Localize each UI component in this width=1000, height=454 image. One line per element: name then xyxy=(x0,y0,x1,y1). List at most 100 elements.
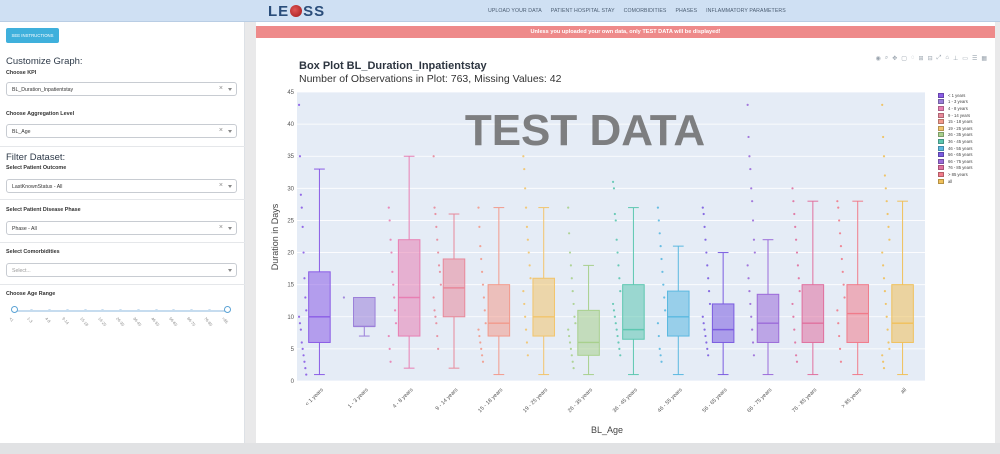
chevron-down-icon[interactable] xyxy=(228,88,232,91)
patient-outcome-label: Select Patient Outcome xyxy=(6,165,67,171)
legend-item[interactable]: 15 - 18 years xyxy=(938,118,972,125)
clear-icon[interactable]: × xyxy=(218,127,223,134)
main-panel: Unless you uploaded your own data, only … xyxy=(256,22,995,443)
aggregation-label: Choose Aggregation Level xyxy=(6,111,75,117)
nav-upload-data[interactable]: UPLOAD YOUR DATA xyxy=(488,8,542,14)
chart-legend: < 1 years 1 - 3 years 4 - 8 years 9 - 14 ye… xyxy=(938,92,972,184)
age-slider-tick[interactable] xyxy=(154,309,158,312)
legend-swatch xyxy=(938,178,944,184)
legend-label: 4 - 8 years xyxy=(948,105,968,111)
legend-item[interactable]: 46 - 55 years xyxy=(938,145,972,152)
legend-label: 1 - 3 years xyxy=(948,99,968,105)
pan-icon[interactable]: ✥ xyxy=(892,56,898,62)
clear-icon[interactable]: × xyxy=(218,85,223,92)
disease-phase-select[interactable]: Phase - All × xyxy=(6,221,237,235)
divider xyxy=(0,199,245,200)
aggregation-select[interactable]: BL_Age × xyxy=(6,124,237,138)
chart-subtitle: Number of Observations in Plot: 763, Mis… xyxy=(299,73,562,85)
filter-dataset-title: Filter Dataset: xyxy=(6,152,66,163)
legend-label: 26 - 35 years xyxy=(948,132,973,138)
age-slider-tick[interactable] xyxy=(172,309,176,312)
kpi-label: Choose KPI xyxy=(6,70,37,76)
age-slider-tick[interactable] xyxy=(207,309,211,312)
legend-swatch xyxy=(938,105,944,111)
age-slider-tick[interactable] xyxy=(83,309,87,312)
legend-swatch xyxy=(938,152,944,158)
nav-comorbidities[interactable]: COMORBIDITIES xyxy=(623,8,667,14)
box-select-icon[interactable]: ▢ xyxy=(901,56,907,62)
age-slider-tick[interactable] xyxy=(190,309,193,312)
chevron-down-icon[interactable] xyxy=(228,185,232,188)
legend-swatch xyxy=(938,119,944,125)
lasso-icon[interactable]: ◌ xyxy=(910,55,915,61)
see-instructions-button[interactable]: SEE INSTRUCTIONS xyxy=(6,28,59,43)
kpi-select[interactable]: BL_Duration_Inpatientstay × xyxy=(6,82,237,96)
hover-closest-icon[interactable]: ▭ xyxy=(962,56,968,62)
legend-item[interactable]: 76 - 85 years xyxy=(938,165,972,172)
legend-item[interactable]: 9 - 14 years xyxy=(938,112,972,119)
age-range-handle-max[interactable] xyxy=(224,306,231,313)
legend-swatch xyxy=(938,171,944,177)
age-range-handle-min[interactable] xyxy=(11,306,18,313)
legend-item[interactable]: 1 - 3 years xyxy=(938,99,972,106)
customize-graph-title: Customize Graph: xyxy=(6,56,83,67)
legend-item[interactable]: > 85 years xyxy=(938,171,972,178)
legend-item[interactable]: < 1 years xyxy=(938,92,972,99)
legend-item[interactable]: 56 - 65 years xyxy=(938,151,972,158)
spike-lines-icon[interactable]: ⊥ xyxy=(953,56,959,62)
legend-swatch xyxy=(938,125,944,131)
comorbidities-placeholder: Select... xyxy=(12,268,31,274)
clear-icon[interactable]: × xyxy=(218,224,223,231)
zoom-out-icon[interactable]: ⊟ xyxy=(927,56,933,62)
kpi-select-value: BL_Duration_Inpatientstay xyxy=(12,87,74,93)
legend-label: 46 - 55 years xyxy=(948,145,973,151)
patient-outcome-value: LastKnownStatus - All xyxy=(12,184,63,190)
legend-label: 9 - 14 years xyxy=(948,112,971,118)
legend-swatch xyxy=(938,112,944,118)
chevron-down-icon[interactable] xyxy=(228,269,232,272)
legend-item[interactable]: 26 - 35 years xyxy=(938,132,972,139)
chevron-down-icon[interactable] xyxy=(228,227,232,230)
reset-axes-icon[interactable]: ⌂ xyxy=(945,55,950,61)
age-slider-tick[interactable] xyxy=(65,309,69,312)
legend-label: 36 - 45 years xyxy=(948,138,973,144)
aggregation-select-value: BL_Age xyxy=(12,129,31,135)
legend-label: all xyxy=(948,178,953,184)
legend-swatch xyxy=(938,158,944,164)
legend-label: > 85 years xyxy=(948,171,968,177)
legend-item[interactable]: 19 - 25 years xyxy=(938,125,972,132)
nav-patient-hospital-stay[interactable]: PATIENT HOSPITAL STAY xyxy=(550,8,615,14)
zoom-in-icon[interactable]: ⊞ xyxy=(918,56,924,62)
autoscale-icon[interactable]: ⤢ xyxy=(936,55,942,61)
bottom-bar xyxy=(0,443,1000,454)
legend-item[interactable]: all xyxy=(938,178,972,185)
age-slider-tick[interactable] xyxy=(136,309,140,312)
legend-label: < 1 years xyxy=(948,92,966,98)
zoom-icon[interactable]: ⌕ xyxy=(884,55,889,61)
plotly-logo-icon[interactable]: ▦ xyxy=(981,56,987,62)
legend-item[interactable]: 36 - 45 years xyxy=(938,138,972,145)
comorbidities-select[interactable]: Select... xyxy=(6,263,237,277)
legend-item[interactable]: 66 - 75 years xyxy=(938,158,972,165)
legend-item[interactable]: 4 - 8 years xyxy=(938,105,972,112)
chevron-down-icon[interactable] xyxy=(228,130,232,133)
nav-phases[interactable]: PHASES xyxy=(675,8,698,14)
legend-swatch xyxy=(938,145,944,151)
comorbidities-label: Select Comorbidities xyxy=(6,249,60,255)
nav-inflammatory-parameters[interactable]: INFLAMMATORY PARAMETERS xyxy=(706,8,786,14)
age-slider-tick[interactable] xyxy=(30,309,34,312)
legend-swatch xyxy=(938,99,944,105)
legend-swatch xyxy=(938,138,944,144)
patient-outcome-select[interactable]: LastKnownStatus - All × xyxy=(6,179,237,193)
hover-compare-icon[interactable]: ☰ xyxy=(971,56,978,62)
top-navbar: LE SS UPLOAD YOUR DATA PATIENT HOSPITAL S… xyxy=(0,0,1000,22)
age-slider-tick[interactable] xyxy=(119,309,122,312)
app-logo[interactable]: LE SS xyxy=(268,3,326,20)
main-nav: UPLOAD YOUR DATA PATIENT HOSPITAL STAY C… xyxy=(488,8,786,14)
divider xyxy=(0,146,245,147)
age-slider-tick[interactable] xyxy=(48,309,51,312)
clear-icon[interactable]: × xyxy=(218,182,223,189)
disease-phase-value: Phase - All xyxy=(12,226,37,232)
age-slider-tick[interactable] xyxy=(101,309,105,312)
camera-icon[interactable]: ◉ xyxy=(875,56,881,62)
